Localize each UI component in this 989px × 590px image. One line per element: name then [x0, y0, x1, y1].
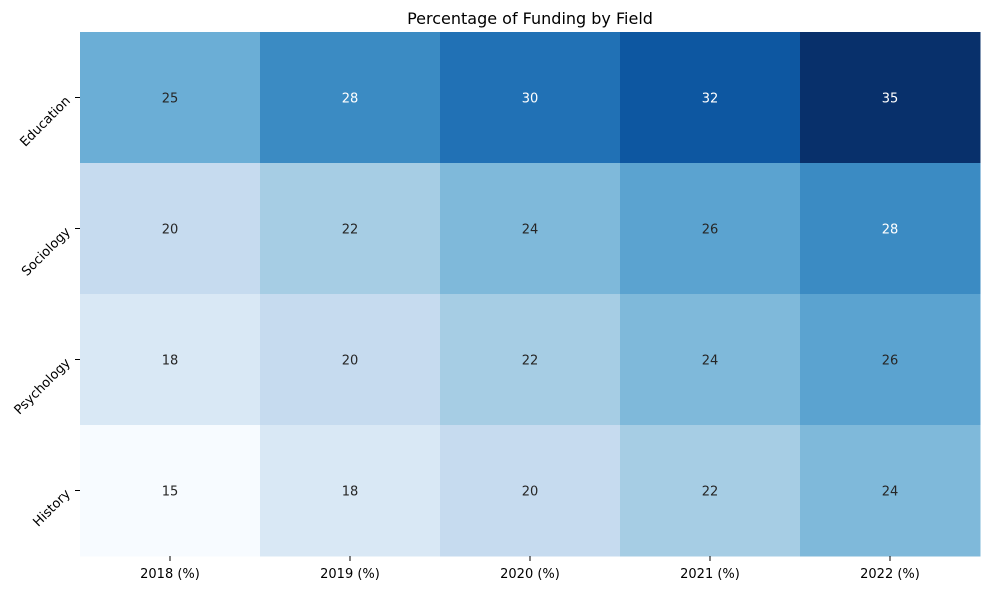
heatmap-cell — [440, 32, 621, 164]
x-tick-label: 2020 (%) — [500, 567, 560, 582]
cell-value-label: 20 — [342, 354, 359, 369]
heatmap-cell — [260, 32, 441, 164]
heatmap-cell — [440, 425, 621, 557]
cell-value-label: 20 — [162, 223, 179, 238]
y-tick-label: Psychology — [12, 356, 74, 418]
chart-title: Percentage of Funding by Field — [407, 9, 653, 28]
cell-value-label: 18 — [342, 485, 359, 500]
cell-value-label: 26 — [702, 223, 719, 238]
heatmap-cell — [260, 163, 441, 295]
cell-value-label: 22 — [342, 223, 359, 238]
heatmap-cell — [800, 163, 981, 295]
cell-value-label: 30 — [522, 92, 539, 107]
x-tick-label: 2019 (%) — [320, 567, 380, 582]
x-tick-label: 2022 (%) — [860, 567, 920, 582]
cell-value-label: 22 — [702, 485, 719, 500]
x-axis: 2018 (%) 2019 (%) 2020 (%) 2021 (%) 2022 (%) — [140, 556, 920, 582]
cell-value-label: 22 — [522, 354, 539, 369]
heatmap-cell — [440, 163, 621, 295]
cell-value-label: 25 — [162, 92, 179, 107]
cell-value-label: 32 — [702, 92, 719, 107]
heatmap-cell — [80, 294, 261, 426]
heatmap-cell — [260, 425, 441, 557]
heatmap-cell — [620, 32, 801, 164]
heatmap-cell — [440, 294, 621, 426]
y-tick-label: Education — [17, 94, 73, 150]
x-tick-label: 2021 (%) — [680, 567, 740, 582]
heatmap-cell — [620, 425, 801, 557]
heatmap-cell — [80, 163, 261, 295]
cell-value-label: 28 — [882, 223, 899, 238]
heatmap-cell — [80, 32, 261, 164]
heatmap-cell — [80, 425, 261, 557]
heatmap-cell — [800, 294, 981, 426]
y-tick-label: History — [31, 487, 75, 531]
cell-value-label: 35 — [882, 92, 899, 107]
cell-value-label: 20 — [522, 485, 539, 500]
heatmap-cell — [620, 294, 801, 426]
cell-value-label: 24 — [882, 485, 899, 500]
cell-value-label: 26 — [882, 354, 899, 369]
cell-value-label: 18 — [162, 354, 179, 369]
heatmap-cell — [800, 32, 981, 164]
cell-value-label: 24 — [522, 223, 539, 238]
y-tick-label: Sociology — [19, 225, 74, 280]
cell-value-label: 24 — [702, 354, 719, 369]
cell-value-label: 28 — [342, 92, 359, 107]
y-axis: Education Sociology Psychology History — [12, 94, 80, 530]
cell-value-label: 15 — [162, 485, 179, 500]
x-tick-label: 2018 (%) — [140, 567, 200, 582]
heatmap-cells: 25 28 30 32 35 20 22 24 26 28 18 20 22 24 26 15 18 20 22 24 — [80, 32, 981, 557]
heatmap-cell — [800, 425, 981, 557]
heatmap-cell — [620, 163, 801, 295]
heatmap-cell — [260, 294, 441, 426]
